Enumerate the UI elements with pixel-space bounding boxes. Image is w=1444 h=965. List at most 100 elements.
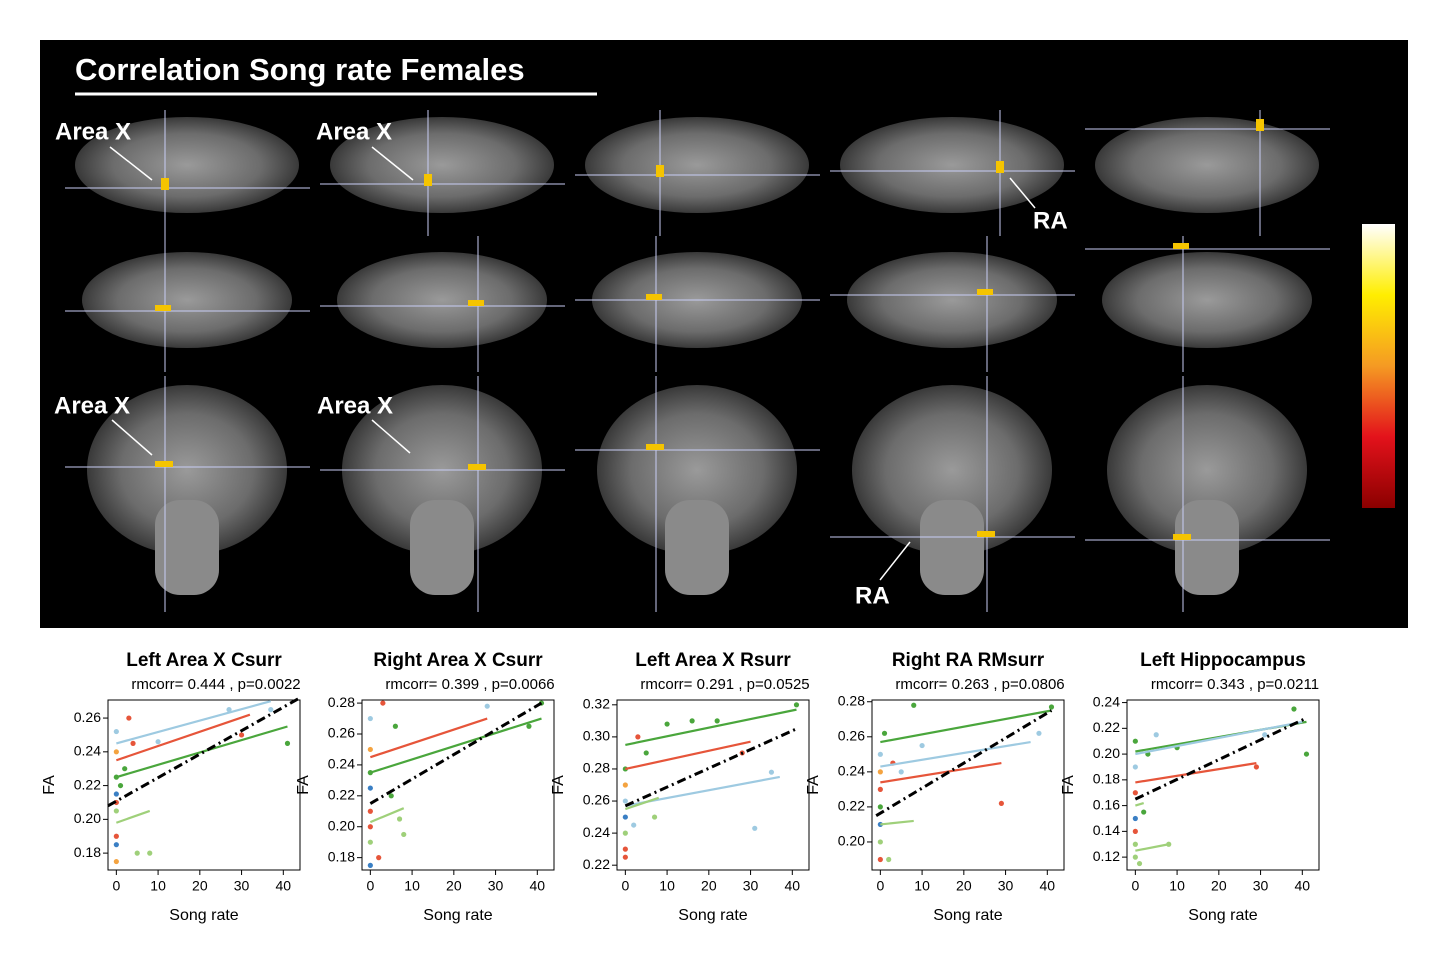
y-tick-label: 0.16 — [1093, 796, 1120, 812]
brain-sagittal — [1095, 117, 1319, 213]
fit-line — [880, 821, 913, 825]
data-point — [1133, 829, 1138, 834]
activation — [468, 464, 486, 470]
colorbar-tick-label: 3 — [1339, 352, 1351, 377]
annotation: RA — [1033, 207, 1068, 234]
data-point — [368, 747, 373, 752]
data-point — [122, 766, 127, 771]
chart-subtitle: rmcorr= 0.399 , p=0.0066 — [385, 676, 554, 693]
data-point — [878, 769, 883, 774]
x-tick-label: 0 — [621, 878, 629, 894]
y-tick-label: 0.14 — [1093, 822, 1120, 838]
chart-title: Right Area X Csurr — [373, 650, 543, 671]
data-point — [623, 831, 628, 836]
plot-frame — [108, 700, 300, 870]
data-point — [752, 826, 757, 831]
y-tick-label: 0.26 — [838, 728, 865, 744]
data-point — [526, 724, 531, 729]
data-point — [268, 707, 273, 712]
fit-line — [1135, 803, 1143, 806]
data-point — [715, 718, 720, 723]
data-point — [623, 798, 628, 803]
y-tick-label: 0.26 — [583, 792, 610, 808]
x-axis-label: Song rate — [678, 907, 747, 924]
data-point — [1254, 764, 1259, 769]
brain-coronal — [82, 252, 292, 348]
data-point — [368, 716, 373, 721]
plot-frame — [617, 700, 809, 870]
y-tick-label: 0.22 — [583, 856, 610, 872]
y-tick-label: 0.24 — [838, 763, 865, 779]
y-tick-label: 0.24 — [328, 756, 355, 772]
data-point — [1304, 751, 1309, 756]
data-point — [114, 791, 119, 796]
data-point — [899, 769, 904, 774]
x-tick-label: 40 — [276, 878, 292, 894]
x-axis-label: Song rate — [169, 907, 238, 924]
x-tick-label: 20 — [192, 878, 208, 894]
brain-sagittal — [585, 117, 809, 213]
data-point — [368, 809, 373, 814]
data-point — [919, 743, 924, 748]
y-tick-label: 0.22 — [838, 798, 865, 814]
chart-subtitle: rmcorr= 0.291 , p=0.0525 — [640, 676, 809, 693]
data-point — [690, 718, 695, 723]
x-tick-label: 10 — [914, 878, 930, 894]
data-point — [623, 814, 628, 819]
annotation: RA — [855, 582, 890, 609]
data-point — [1133, 855, 1138, 860]
y-tick-label: 0.22 — [74, 776, 101, 792]
data-point — [114, 834, 119, 839]
fit-line — [370, 719, 487, 758]
y-axis-label: FA — [295, 775, 312, 795]
data-point — [652, 814, 657, 819]
y-axis-label: FA — [805, 775, 822, 795]
chart-title: Left Area X Csurr — [126, 650, 282, 671]
data-point — [135, 851, 140, 856]
activation — [161, 178, 169, 190]
x-tick-label: 10 — [659, 878, 675, 894]
brainstem — [665, 500, 729, 595]
activation — [1256, 119, 1264, 131]
data-point — [368, 863, 373, 868]
data-point — [114, 808, 119, 813]
y-tick-label: 0.24 — [583, 824, 610, 840]
x-tick-label: 40 — [1295, 878, 1311, 894]
brainstem — [410, 500, 474, 595]
data-point — [623, 847, 628, 852]
fit-line — [625, 742, 750, 769]
y-tick-label: 0.18 — [1093, 771, 1120, 787]
data-point — [114, 729, 119, 734]
data-point — [1133, 842, 1138, 847]
activation — [646, 444, 664, 450]
data-point — [285, 741, 290, 746]
x-tick-label: 10 — [404, 878, 420, 894]
data-point — [1133, 790, 1138, 795]
y-tick-label: 0.22 — [328, 787, 355, 803]
data-point — [114, 842, 119, 847]
data-point — [886, 857, 891, 862]
data-point — [878, 787, 883, 792]
data-point — [1049, 704, 1054, 709]
y-tick-label: 0.26 — [328, 725, 355, 741]
brainstem — [920, 500, 984, 595]
chart-title: Left Hippocampus — [1140, 650, 1306, 671]
overall-fit-line — [1135, 718, 1306, 799]
x-tick-label: 30 — [234, 878, 250, 894]
x-tick-label: 30 — [1253, 878, 1269, 894]
data-point — [623, 855, 628, 860]
activation — [1173, 534, 1191, 540]
data-point — [878, 804, 883, 809]
data-point — [1137, 861, 1142, 866]
y-tick-label: 0.28 — [838, 692, 865, 708]
data-point — [126, 715, 131, 720]
colorbar-tick-label: 1 — [1339, 444, 1351, 469]
data-point — [911, 703, 916, 708]
annotation: Area X — [317, 392, 393, 419]
y-axis-label: FA — [41, 775, 58, 795]
x-tick-label: 20 — [446, 878, 462, 894]
data-point — [664, 721, 669, 726]
x-axis-label: Song rate — [933, 907, 1002, 924]
colorbar-tick-label: 5 — [1339, 260, 1351, 285]
activation — [646, 294, 662, 300]
